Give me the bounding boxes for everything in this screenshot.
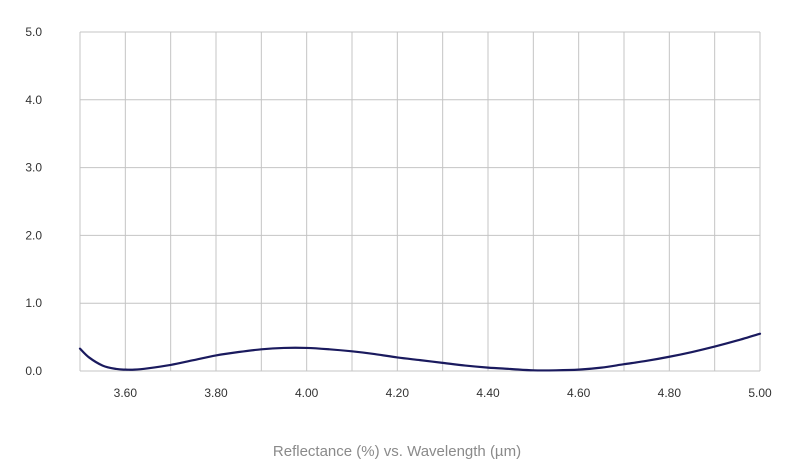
y-tick-label: 5.0: [25, 25, 42, 39]
x-tick-label: 4.80: [658, 386, 682, 400]
x-tick-label: 4.60: [567, 386, 591, 400]
x-axis-title: Reflectance (%) vs. Wavelength (µm): [273, 443, 521, 460]
x-axis-labels: 3.60 3.80 4.00 4.20 4.40 4.60 4.80 5.00: [114, 386, 772, 400]
y-axis-labels: 0.0 1.0 2.0 3.0 4.0 5.0: [25, 25, 42, 378]
y-tick-label: 0.0: [25, 364, 42, 378]
y-tick-label: 1.0: [25, 296, 42, 310]
x-tick-label: 4.40: [476, 386, 500, 400]
reflectance-curve: [78, 332, 762, 372]
y-tick-label: 4.0: [25, 93, 42, 107]
y-tick-label: 2.0: [25, 228, 42, 242]
x-tick-label: 4.00: [295, 386, 319, 400]
x-tick-label: 4.20: [386, 386, 410, 400]
x-tick-label: 3.80: [204, 386, 228, 400]
x-tick-label: 5.00: [748, 386, 772, 400]
grid: [79, 31, 761, 372]
y-tick-label: 3.0: [25, 161, 42, 175]
x-tick-label: 3.60: [114, 386, 138, 400]
